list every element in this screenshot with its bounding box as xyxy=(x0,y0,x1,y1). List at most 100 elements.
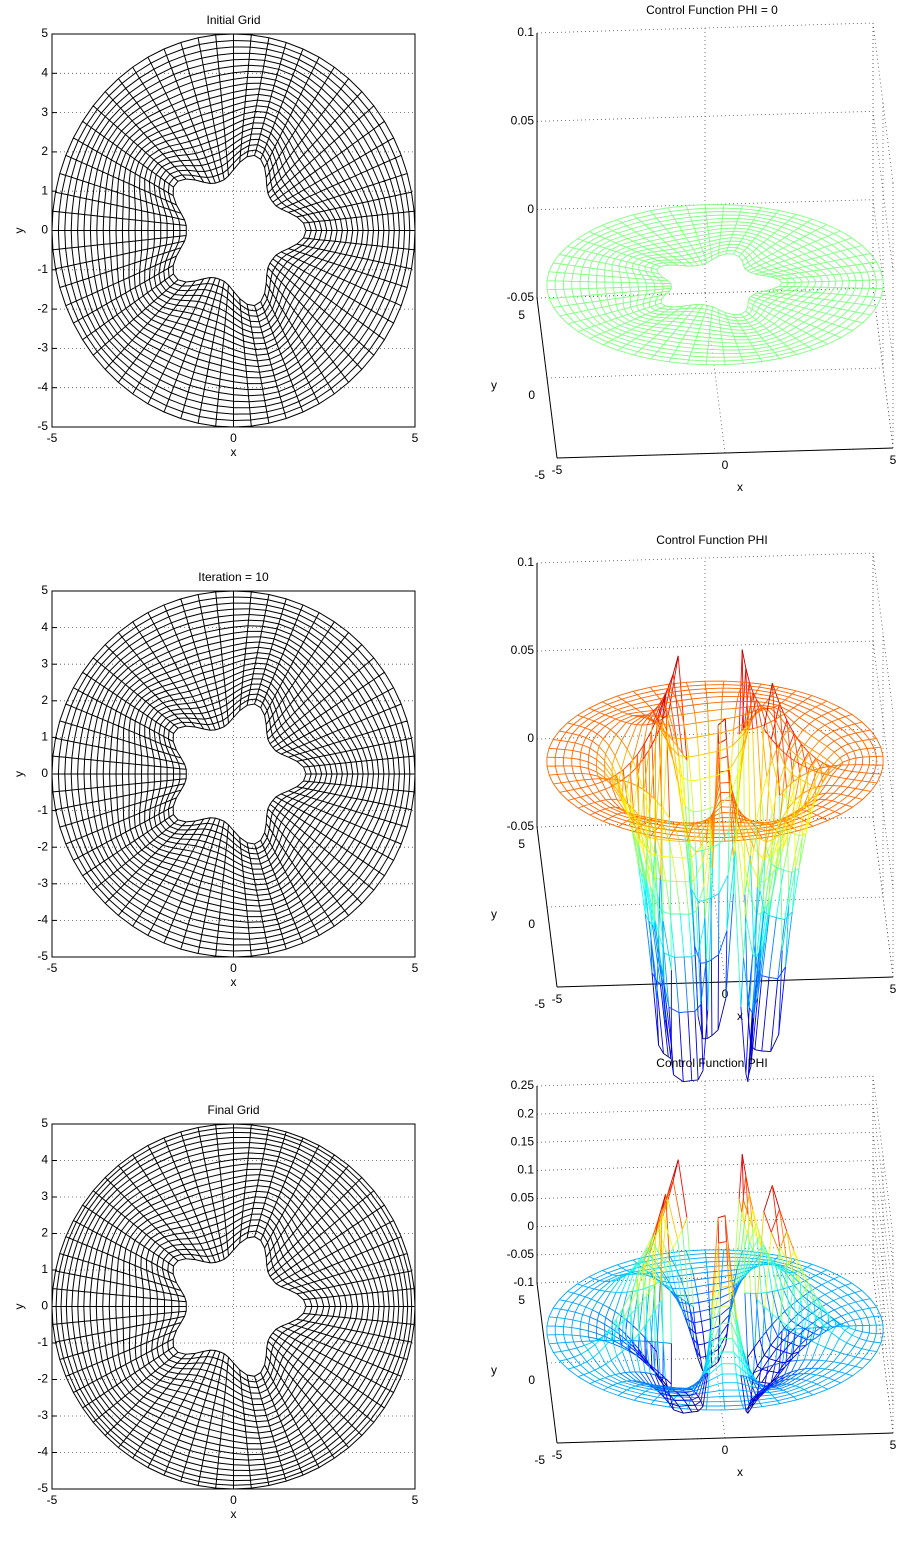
y-tick-label: 5 xyxy=(41,1116,48,1130)
surface-mesh xyxy=(655,1175,788,1247)
z-tick-label: 0 xyxy=(527,731,534,745)
x-tick-label: 5 xyxy=(890,1438,897,1452)
x-tick-label: 5 xyxy=(412,1493,419,1507)
surface-mesh xyxy=(580,1261,860,1397)
x-tick-label: 0 xyxy=(722,987,729,1001)
y-tick-label: -4 xyxy=(37,380,48,394)
surface-mesh xyxy=(651,1175,749,1266)
x-tick-label: 5 xyxy=(890,982,897,996)
surface-mesh xyxy=(636,1215,801,1321)
surface-mesh xyxy=(625,730,814,889)
chart-title: Control Function PHI = 0 xyxy=(646,3,778,17)
y-tick-label: 3 xyxy=(41,1189,48,1203)
grid-line xyxy=(872,287,894,449)
y-tick-label: 0 xyxy=(41,1299,48,1313)
z-tick-label: -0.05 xyxy=(507,290,535,304)
chart-title: Control Function PHI xyxy=(656,1056,767,1070)
y-tick-label: -5 xyxy=(534,997,545,1011)
y-tick-label: 5 xyxy=(518,837,525,851)
surface-mesh xyxy=(694,930,783,1035)
surface-mesh xyxy=(646,843,800,1007)
surface-mesh xyxy=(587,1269,848,1393)
y-tick-label: 2 xyxy=(41,144,48,158)
y-tick-label: -2 xyxy=(37,301,48,315)
x-tick-label: -5 xyxy=(552,992,563,1006)
y-tick-label: -5 xyxy=(37,419,48,433)
y-tick-label: 0 xyxy=(41,766,48,780)
z-tick-label: 0.2 xyxy=(517,1106,534,1120)
y-tick-label: 2 xyxy=(41,693,48,707)
mesh xyxy=(51,1123,416,1490)
x-axis xyxy=(556,1432,894,1444)
y-axis xyxy=(536,297,558,459)
y-tick-label: -3 xyxy=(37,1408,48,1422)
y-tick-label: -5 xyxy=(534,468,545,482)
surface-mesh xyxy=(643,1193,754,1307)
y-axis-label: y xyxy=(491,378,497,392)
x-axis-label: x xyxy=(737,480,743,494)
y-tick-label: -5 xyxy=(37,1481,48,1495)
y-tick-label: 1 xyxy=(41,183,48,197)
surface-mesh xyxy=(658,1154,744,1242)
surface-mesh xyxy=(648,1180,749,1294)
mesh xyxy=(51,590,416,958)
y-axis-label: y xyxy=(491,1363,497,1377)
y-tick-label: 1 xyxy=(41,1262,48,1276)
x-axis-label: x xyxy=(231,1507,237,1521)
surface-mesh xyxy=(594,1254,846,1383)
z-tick-label: 0.05 xyxy=(511,1191,535,1205)
chart-title: Initial Grid xyxy=(206,13,260,27)
x-axis xyxy=(556,447,894,459)
x-axis-label: x xyxy=(737,1465,743,1479)
x-tick-label: -5 xyxy=(47,431,58,445)
y-tick-label: 0 xyxy=(41,223,48,237)
y-tick-label: -1 xyxy=(37,803,48,817)
surface-mesh xyxy=(546,680,884,858)
z-tick-label: 0.25 xyxy=(511,1078,535,1092)
y-tick-label: 0 xyxy=(528,388,535,402)
z-tick-label: 0 xyxy=(527,1219,534,1233)
chart-title: Iteration = 10 xyxy=(198,570,269,584)
surface-mesh xyxy=(546,204,884,366)
surface-mesh xyxy=(638,1325,793,1410)
y-tick-label: 2 xyxy=(41,1226,48,1240)
surface-mesh xyxy=(633,1315,800,1412)
y-tick-label: 3 xyxy=(41,656,48,670)
y-tick-label: -2 xyxy=(37,839,48,853)
z-tick-label: -0.1 xyxy=(513,1275,534,1289)
y-tick-label: 5 xyxy=(41,583,48,597)
y-tick-label: 4 xyxy=(41,1153,48,1167)
x-tick-label: -5 xyxy=(47,1493,58,1507)
y-tick-label: -4 xyxy=(37,1445,48,1459)
surface-mesh xyxy=(654,887,793,1019)
z-tick-label: -0.05 xyxy=(507,1247,535,1261)
grid-line xyxy=(536,552,874,564)
surface-mesh xyxy=(658,667,773,740)
y-axis xyxy=(536,826,558,988)
surface-mesh xyxy=(638,816,797,971)
surface-mesh xyxy=(670,998,780,1083)
z-tick-label: 0.1 xyxy=(517,555,534,569)
y-tick-label: 4 xyxy=(41,620,48,634)
y-tick-label: 4 xyxy=(41,65,48,79)
x-tick-label: 0 xyxy=(722,1443,729,1457)
surface-mesh xyxy=(662,966,786,1074)
x-axis-label: x xyxy=(231,445,237,459)
surface-mesh xyxy=(656,1000,754,1067)
x-tick-label: 0 xyxy=(230,961,237,975)
chart-title: Control Function PHI xyxy=(656,533,767,547)
z-tick-label: 0.05 xyxy=(511,114,535,128)
y-axis-label: y xyxy=(12,771,26,777)
grid-line xyxy=(872,816,894,978)
x-tick-label: 0 xyxy=(722,458,729,472)
x-tick-label: 5 xyxy=(890,453,897,467)
x-tick-label: -5 xyxy=(552,463,563,477)
surface-mesh xyxy=(615,1233,824,1353)
y-tick-label: 0 xyxy=(528,917,535,931)
mesh xyxy=(51,33,416,428)
grid-line xyxy=(704,1277,726,1439)
x-axis-label: x xyxy=(737,1009,743,1023)
grid-line xyxy=(872,552,894,714)
y-tick-label: -2 xyxy=(37,1372,48,1386)
